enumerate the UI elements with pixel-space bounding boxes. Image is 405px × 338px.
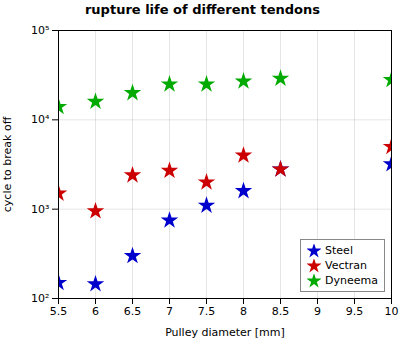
svg-text:9: 9: [314, 305, 321, 318]
html-text:rupture life of different tend: rupture life of different tendons: [85, 2, 320, 17]
svg-text:6.5: 6.5: [124, 305, 142, 318]
svg-text:10: 10: [385, 305, 399, 318]
svg-text:cycle to break off: cycle to break off: [1, 116, 14, 212]
svg-text:7: 7: [166, 305, 173, 318]
svg-text:10⁵: 10⁵: [31, 24, 49, 37]
svg-text:5.5: 5.5: [50, 305, 68, 318]
svg-text:7.5: 7.5: [198, 305, 216, 318]
html-text:Dyneema: Dyneema: [325, 274, 378, 287]
svg-text:10²: 10²: [31, 292, 49, 305]
svg-text:6: 6: [92, 305, 99, 318]
html-text:Vectran: Vectran: [325, 259, 368, 272]
svg-text:10³: 10³: [31, 203, 49, 216]
svg-text:10⁴: 10⁴: [31, 113, 50, 126]
svg-text:8: 8: [240, 305, 247, 318]
svg-text:9.5: 9.5: [346, 305, 364, 318]
svg-text:8.5: 8.5: [272, 305, 290, 318]
svg-text:Pulley diameter [mm]: Pulley diameter [mm]: [165, 326, 285, 338]
html-text:Steel: Steel: [325, 244, 353, 257]
